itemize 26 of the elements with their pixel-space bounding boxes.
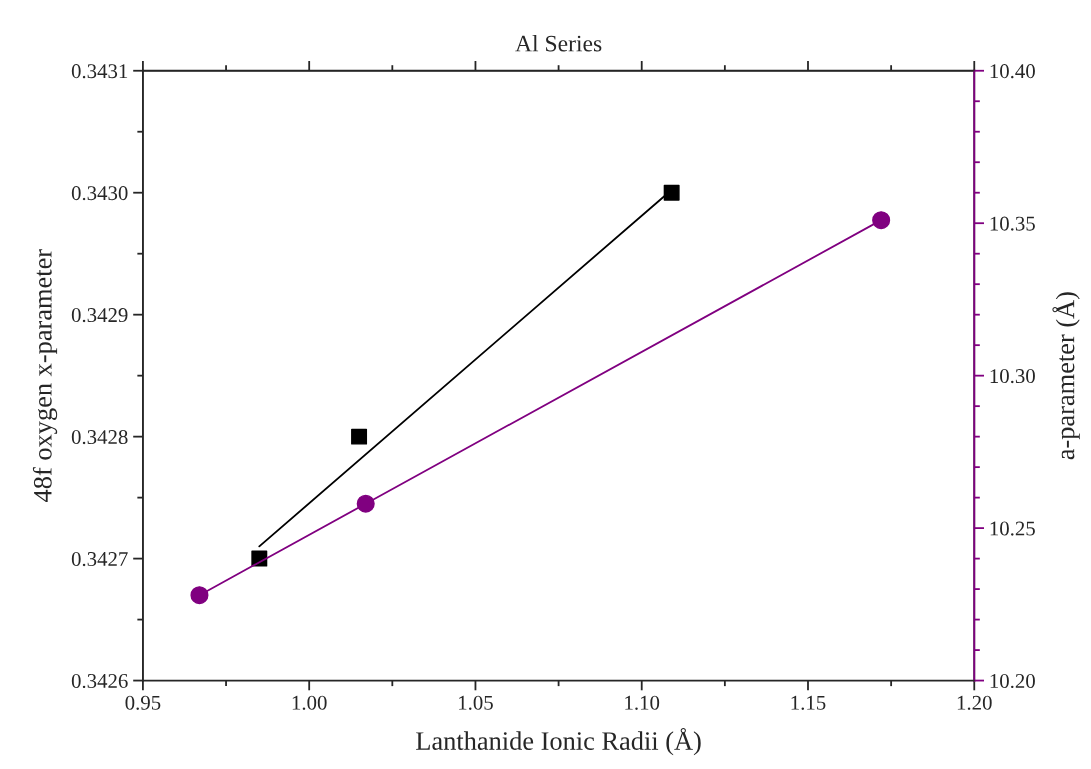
y-axis-title: 48f oxygen x-parameter <box>32 249 58 502</box>
x-tick-label: 1.15 <box>791 695 826 710</box>
x-tick-label: 1.10 <box>625 695 660 710</box>
y-tick-label: 0.3427 <box>71 551 128 567</box>
point <box>872 211 891 230</box>
y-tick-label: 0.3429 <box>71 308 128 323</box>
y2-tick-label: 10.40 <box>990 64 1035 79</box>
y2-tick-label: 10.30 <box>990 369 1035 384</box>
y2-tick-label: 10.20 <box>990 673 1035 689</box>
x-tick-label: 1.00 <box>292 695 327 710</box>
point <box>190 586 209 605</box>
y2-tick-label: 10.25 <box>990 521 1035 536</box>
y2-tick-label: 10.35 <box>990 216 1035 231</box>
point <box>356 494 375 513</box>
x-axis-title: Lanthanide Ionic Radii (Å) <box>416 727 701 756</box>
chart-title: Al Series <box>515 34 602 52</box>
x-tick-label: 1.05 <box>459 695 493 710</box>
x-tick-label: 1.20 <box>957 695 992 710</box>
y-tick-label: 0.3426 <box>71 673 128 689</box>
y-tick-label: 0.3430 <box>71 186 128 201</box>
y-tick-label: 0.3428 <box>71 430 128 445</box>
y-tick-label: 0.3431 <box>71 64 128 79</box>
point <box>663 184 680 201</box>
point <box>351 428 368 445</box>
y2-axis-title: a-parameter (Å) <box>1052 292 1080 460</box>
x-tick-label: 0.95 <box>125 695 161 710</box>
